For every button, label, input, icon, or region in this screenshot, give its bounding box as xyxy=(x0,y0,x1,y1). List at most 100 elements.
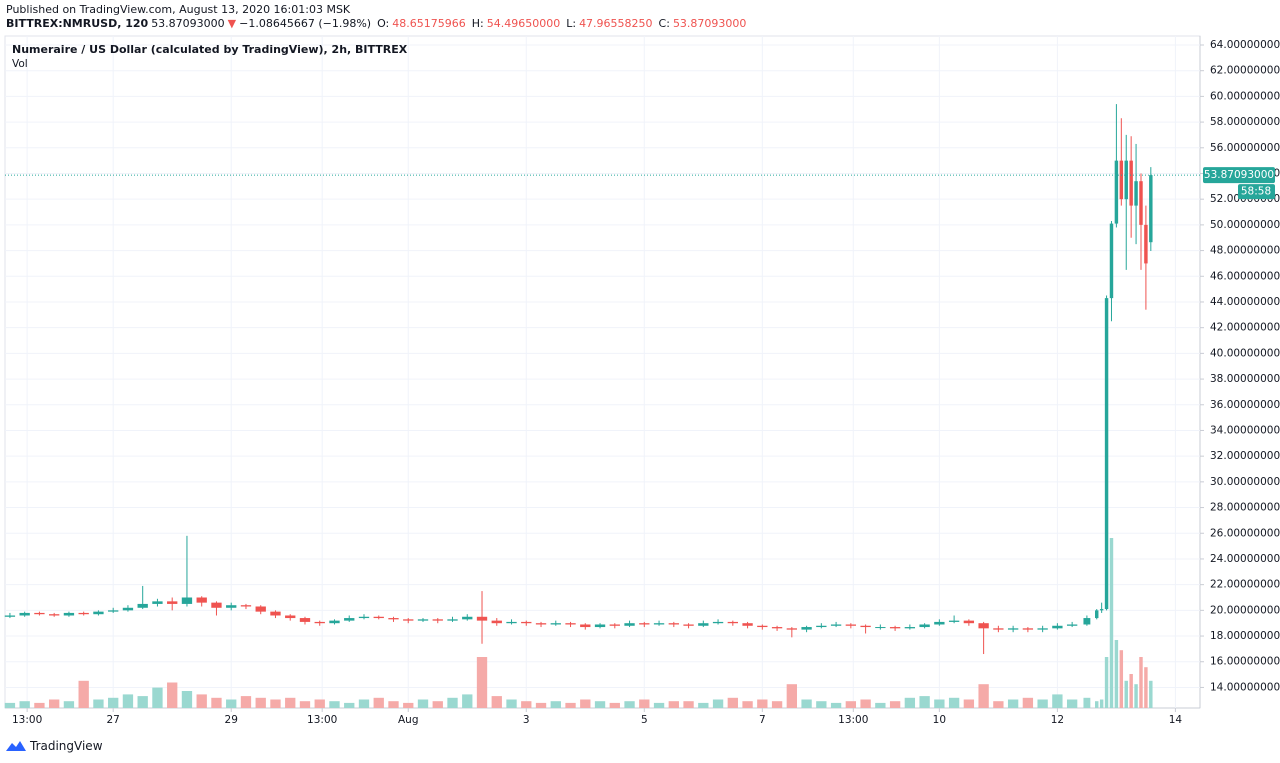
candle-body xyxy=(1104,298,1109,610)
volume-bar xyxy=(167,682,178,708)
candle-body xyxy=(934,621,945,625)
candle-body xyxy=(889,627,901,629)
volume-bar xyxy=(1114,640,1119,708)
volume-bar xyxy=(462,694,473,708)
candle-body xyxy=(550,623,561,625)
close-label: C: xyxy=(658,17,670,30)
volume-bar xyxy=(122,694,134,708)
volume-bar xyxy=(1007,699,1019,708)
y-tick-label: 42.00000000 xyxy=(1210,322,1280,334)
candle-body xyxy=(137,603,148,608)
candle-body xyxy=(1144,224,1148,264)
volume-bar xyxy=(34,702,45,708)
volume-bar xyxy=(491,696,502,708)
volume-bar xyxy=(565,702,576,708)
volume-title: Vol xyxy=(12,58,28,70)
candle-body xyxy=(668,623,679,625)
candle-body xyxy=(329,620,340,624)
candle-body xyxy=(565,623,576,625)
y-tick-label: 50.00000000 xyxy=(1210,219,1280,231)
volume-bar xyxy=(550,701,561,708)
volume-bar xyxy=(476,657,488,708)
volume-bar xyxy=(1129,674,1133,708)
candle-body xyxy=(167,601,178,604)
candle-body xyxy=(845,624,857,626)
volume-bar xyxy=(1037,699,1048,708)
symbol-line: BITTREX:NMRUSD, 120 53.87093000 ▼ −1.086… xyxy=(6,17,746,30)
candle-body xyxy=(1139,181,1143,225)
candle-body xyxy=(1066,624,1078,626)
candle-body xyxy=(1007,628,1019,630)
candle-body xyxy=(1114,160,1119,224)
volume-bar xyxy=(801,699,812,708)
volume-bar xyxy=(993,701,1004,708)
volume-bar xyxy=(712,699,724,708)
x-tick-label: 13:00 xyxy=(307,714,337,726)
candle-body xyxy=(1037,628,1048,630)
pane-border xyxy=(4,35,1201,709)
volume-bar xyxy=(771,701,783,708)
volume-bar xyxy=(1139,657,1143,708)
volume-bar xyxy=(358,699,370,708)
volume-bar xyxy=(285,697,296,708)
volume-bar xyxy=(93,699,104,708)
candle-body xyxy=(594,624,606,628)
candle-body xyxy=(860,625,871,628)
candle-body xyxy=(609,624,620,626)
volume-bar xyxy=(1083,697,1091,708)
candle-body xyxy=(919,624,930,628)
volume-bar xyxy=(432,701,443,708)
volume-bar xyxy=(344,702,355,708)
candle-body xyxy=(712,621,724,624)
y-tick-label: 16.00000000 xyxy=(1210,656,1280,668)
volume-bar xyxy=(4,702,16,708)
volume-bar xyxy=(609,702,620,708)
candle-body xyxy=(978,623,989,629)
volume-bar xyxy=(152,687,163,708)
volume-bar xyxy=(934,699,945,708)
volume-bar xyxy=(521,701,532,708)
volume-bar xyxy=(742,701,753,708)
candle-body xyxy=(786,628,797,630)
candle-body xyxy=(432,619,443,621)
high-label: H: xyxy=(471,17,484,30)
y-tick-label: 64.00000000 xyxy=(1210,39,1280,51)
candle-body xyxy=(535,623,547,625)
y-tick-label: 40.00000000 xyxy=(1210,347,1280,359)
logo-text: TradingView xyxy=(30,739,103,753)
candle-body xyxy=(1022,628,1034,630)
volume-bar xyxy=(240,696,252,708)
candle-body xyxy=(948,620,960,622)
candle-body xyxy=(1099,609,1104,611)
candle-body xyxy=(1109,223,1114,299)
y-tick-label: 22.00000000 xyxy=(1210,579,1280,591)
logo[interactable]: TradingView xyxy=(6,739,103,753)
y-tick-label: 46.00000000 xyxy=(1210,270,1280,282)
volume-bar xyxy=(727,697,738,708)
candle-body xyxy=(698,623,709,626)
candle-body xyxy=(19,612,30,616)
candle-body xyxy=(757,625,768,628)
y-tick-label: 26.00000000 xyxy=(1210,527,1280,539)
candle-body xyxy=(830,624,842,626)
change-arrow: ▼ xyxy=(227,17,237,30)
y-tick-label: 34.00000000 xyxy=(1210,424,1280,436)
x-tick-label: 13:00 xyxy=(12,714,42,726)
candle-body xyxy=(270,611,281,616)
candle-body xyxy=(403,619,414,621)
volume-bar xyxy=(1052,694,1063,708)
high-value: 54.49650000 xyxy=(486,17,561,30)
candle-body xyxy=(344,618,355,621)
x-tick-label: 12 xyxy=(1051,714,1064,726)
candle-body xyxy=(875,627,886,629)
volume-bar xyxy=(506,699,517,708)
logo-icon xyxy=(6,741,26,751)
candle-body xyxy=(1149,175,1153,243)
candle-body xyxy=(417,619,429,621)
candle-body xyxy=(1129,160,1133,206)
volume-bar xyxy=(1119,650,1124,708)
volume-bar xyxy=(683,701,694,708)
volume-bar xyxy=(830,702,842,708)
